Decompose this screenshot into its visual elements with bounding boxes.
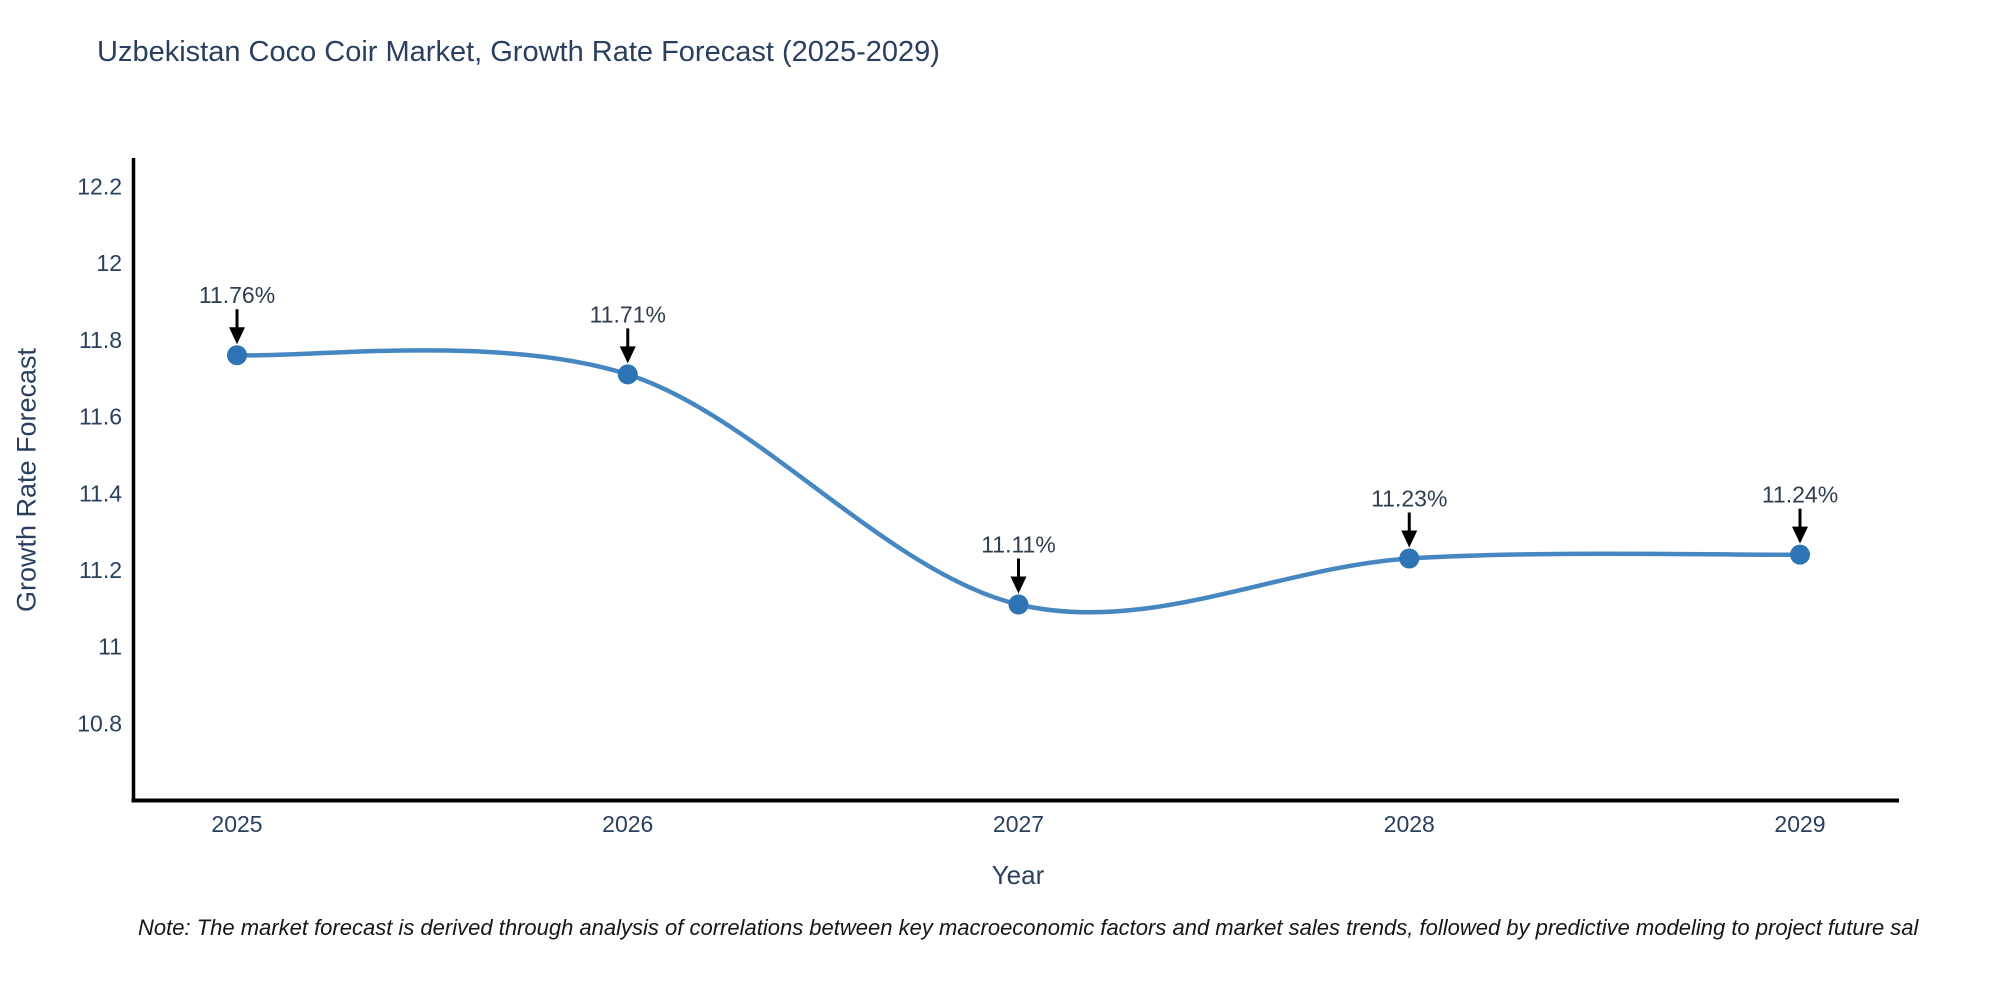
- data-point-marker[interactable]: [1790, 544, 1810, 565]
- y-tick-label: 12: [96, 250, 122, 276]
- annotation-arrowhead: [1401, 530, 1418, 548]
- data-point-marker[interactable]: [1399, 548, 1420, 569]
- annotation-label: 11.76%: [199, 282, 275, 308]
- data-point-marker[interactable]: [1008, 594, 1029, 615]
- x-axis-title: Year: [991, 860, 1045, 890]
- y-tick-label: 12.2: [77, 174, 122, 200]
- x-tick-label: 2025: [211, 811, 262, 837]
- y-tick-label: 11.2: [79, 557, 122, 583]
- annotation-arrowhead: [1010, 576, 1027, 594]
- x-tick-label: 2028: [1384, 811, 1435, 837]
- annotation-label: 11.23%: [1371, 485, 1447, 511]
- annotation-label: 11.11%: [981, 532, 1056, 558]
- footnote: Note: The market forecast is derived thr…: [138, 915, 1919, 940]
- y-tick-label: 11.6: [79, 404, 122, 430]
- annotation-arrowhead: [229, 327, 245, 345]
- y-tick-label: 11: [98, 634, 122, 660]
- y-tick-label: 10.8: [77, 710, 122, 736]
- annotation-arrowhead: [1792, 526, 1808, 544]
- x-tick-label: 2029: [1774, 811, 1825, 837]
- x-tick-label: 2027: [993, 811, 1044, 837]
- annotation-label: 11.71%: [590, 301, 666, 327]
- annotation-arrowhead: [619, 346, 636, 364]
- chart-title: Uzbekistan Coco Coir Market, Growth Rate…: [97, 36, 940, 68]
- data-point-marker[interactable]: [227, 345, 247, 366]
- data-point-marker[interactable]: [617, 364, 638, 385]
- y-tick-label: 11.4: [79, 480, 122, 506]
- annotation-label: 11.24%: [1762, 482, 1838, 508]
- x-tick-label: 2026: [602, 811, 653, 837]
- y-tick-label: 11.8: [79, 327, 122, 353]
